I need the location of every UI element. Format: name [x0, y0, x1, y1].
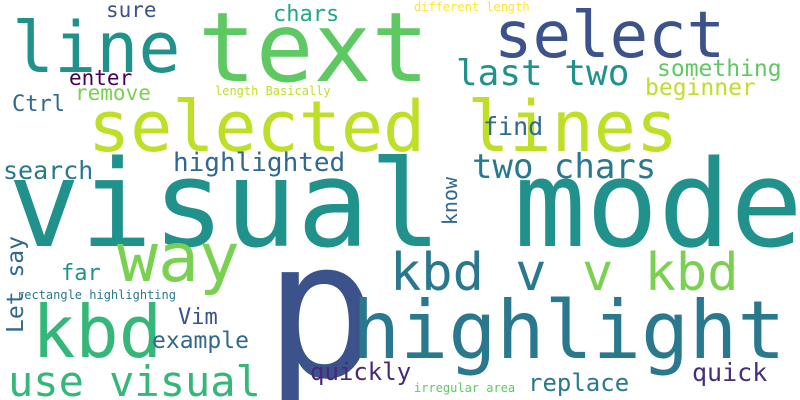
word-length-basically: length Basically [215, 84, 331, 98]
word-beginner: beginner [645, 75, 756, 101]
word-far: far [61, 261, 101, 286]
word-find: find [483, 112, 544, 141]
word-sure: sure [106, 0, 157, 22]
word-let-say: Let say [3, 236, 29, 333]
word-replace: replace [528, 369, 630, 397]
word-v-kbd: v kbd [582, 243, 739, 303]
word-line: line [12, 7, 181, 89]
word-irregular-area: irregular area [414, 381, 516, 395]
word-highlight: highlight [352, 284, 786, 377]
word-highlighted: highlighted [173, 148, 346, 178]
word-chars: chars [273, 2, 340, 27]
word-kbd-v: kbd v [390, 243, 547, 303]
word-text: text [198, 0, 430, 104]
word-visual-mode: visual mode [8, 136, 800, 275]
word-way: way [117, 219, 240, 298]
word-example: example [152, 328, 249, 354]
word-kbd: kbd [32, 290, 163, 374]
word-ctrl: Ctrl [12, 92, 65, 117]
word-p: p [264, 200, 379, 400]
word-know: know [438, 177, 462, 226]
word-two-chars: two chars [472, 147, 657, 187]
word-rectangle-highlighting: rectangle highlighting [17, 288, 176, 302]
word-quickly: quickly [310, 358, 412, 386]
word-quick: quick [692, 358, 768, 387]
word-different-length: different length [414, 0, 530, 14]
word-select: select [494, 0, 726, 73]
word-enter: enter [69, 66, 133, 90]
word-vim: Vim [178, 305, 218, 330]
word-use-visual: use visual [8, 357, 261, 400]
word-last-two: last two [456, 53, 630, 94]
word-selected-lines: selected lines [88, 86, 679, 168]
word-something: something [657, 56, 782, 82]
word-remove: remove [75, 81, 151, 105]
word-search: search [3, 156, 94, 185]
